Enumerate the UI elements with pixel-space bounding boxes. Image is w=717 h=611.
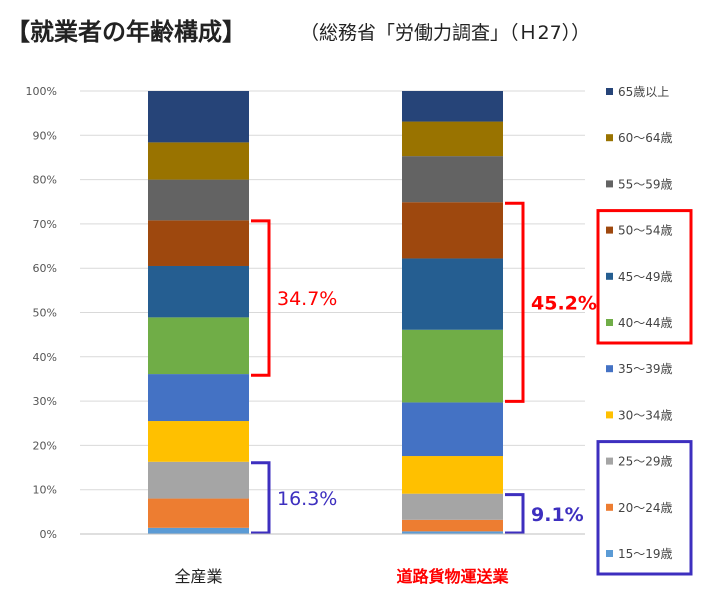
legend-item: 65歳以上 [618, 85, 669, 99]
y-tick-label: 40% [33, 351, 57, 364]
y-tick-label: 60% [33, 262, 57, 275]
legend: 65歳以上 60～64歳 55～59歳 50～54歳 45～49歳 40～44歳 35～39… [596, 85, 693, 576]
bar-segment-55-59 [402, 156, 503, 203]
y-tick-label: 80% [33, 174, 57, 187]
legend-swatch [606, 88, 613, 95]
legend-swatch [606, 272, 613, 280]
y-tick-label: 70% [33, 218, 57, 231]
bar-segment-35-39 [148, 374, 249, 422]
bar-segment-50-54 [148, 220, 249, 266]
bar-segment-60-64 [148, 142, 249, 180]
legend-item: 50～54歳 [618, 224, 673, 238]
y-tick-label: 0% [40, 528, 57, 541]
bar-segment-35-39 [402, 402, 503, 457]
legend-swatch [606, 411, 613, 419]
bar-segment-65+ [148, 91, 249, 143]
legend-swatch [606, 226, 613, 234]
legend-item: 25～29歳 [618, 455, 673, 469]
y-axis: 0% 10% 20% 30% 40% 50% 60% 70% 80% 90% 100% [26, 85, 57, 541]
bracket [251, 219, 271, 377]
category-label: 道路貨物運送業 [396, 567, 509, 586]
bar-segment-25-29 [148, 461, 249, 499]
bar-segment-15-19 [148, 527, 249, 534]
legend-item: 60～64歳 [618, 131, 673, 145]
bar-segment-50-54 [402, 202, 503, 259]
bar-segment-15-19 [402, 531, 503, 534]
legend-item: 40～44歳 [618, 316, 673, 330]
legend-item: 20～24歳 [618, 501, 673, 515]
bar-segment-65+ [402, 91, 503, 122]
legend-swatch [606, 365, 613, 373]
legend-item: 45～49歳 [618, 270, 673, 284]
category-label: 全産業 [174, 567, 222, 586]
annotation-label: 45.2% [531, 292, 597, 314]
chart-title: 【就業者の年齢構成】 [6, 18, 246, 46]
bar-segment-45-49 [402, 258, 503, 330]
bar-segment-30-34 [402, 456, 503, 494]
legend-highlight-box [596, 209, 693, 345]
bar-segment-40-44 [148, 317, 249, 375]
y-tick-label: 20% [33, 439, 57, 452]
y-tick-label: 10% [33, 484, 57, 497]
chart-subtitle: （総務省「労働力調査」（Ｈ27）） [300, 22, 591, 44]
legend-item: 55～59歳 [618, 177, 673, 191]
bracket [505, 493, 525, 535]
legend-swatch [606, 134, 613, 142]
legend-swatch [606, 457, 613, 465]
legend-swatch [606, 319, 613, 326]
annotation-label: 9.1% [531, 504, 584, 526]
bar-segment-25-29 [402, 493, 503, 520]
x-axis: 全産業 道路貨物運送業 [80, 533, 585, 586]
bar-segment-20-24 [402, 519, 503, 532]
legend-highlight-box [596, 440, 693, 576]
y-tick-label: 30% [33, 395, 57, 408]
bar-segment-40-44 [402, 329, 503, 403]
annotation-label: 34.7% [277, 288, 337, 310]
legend-swatch [606, 503, 613, 511]
y-tick-label: 100% [26, 85, 57, 98]
bar-segment-45-49 [148, 265, 249, 318]
legend-item: 35～39歳 [618, 362, 673, 376]
bar-segment-60-64 [402, 121, 503, 157]
legend-swatch [606, 180, 613, 188]
y-tick-label: 90% [33, 129, 57, 142]
bar-segment-20-24 [148, 498, 249, 528]
bars [148, 91, 503, 534]
bar-segment-30-34 [148, 421, 249, 462]
bracket [251, 461, 271, 535]
annotations: 34.7% 16.3% 45.2% 9.1% [251, 201, 597, 535]
legend-item: 15～19歳 [618, 547, 673, 561]
legend-swatch [606, 550, 613, 557]
y-tick-label: 50% [33, 307, 57, 320]
bracket [505, 201, 525, 403]
bar-segment-55-59 [148, 179, 249, 221]
annotation-label: 16.3% [277, 488, 337, 510]
legend-item: 30～34歳 [618, 408, 673, 422]
